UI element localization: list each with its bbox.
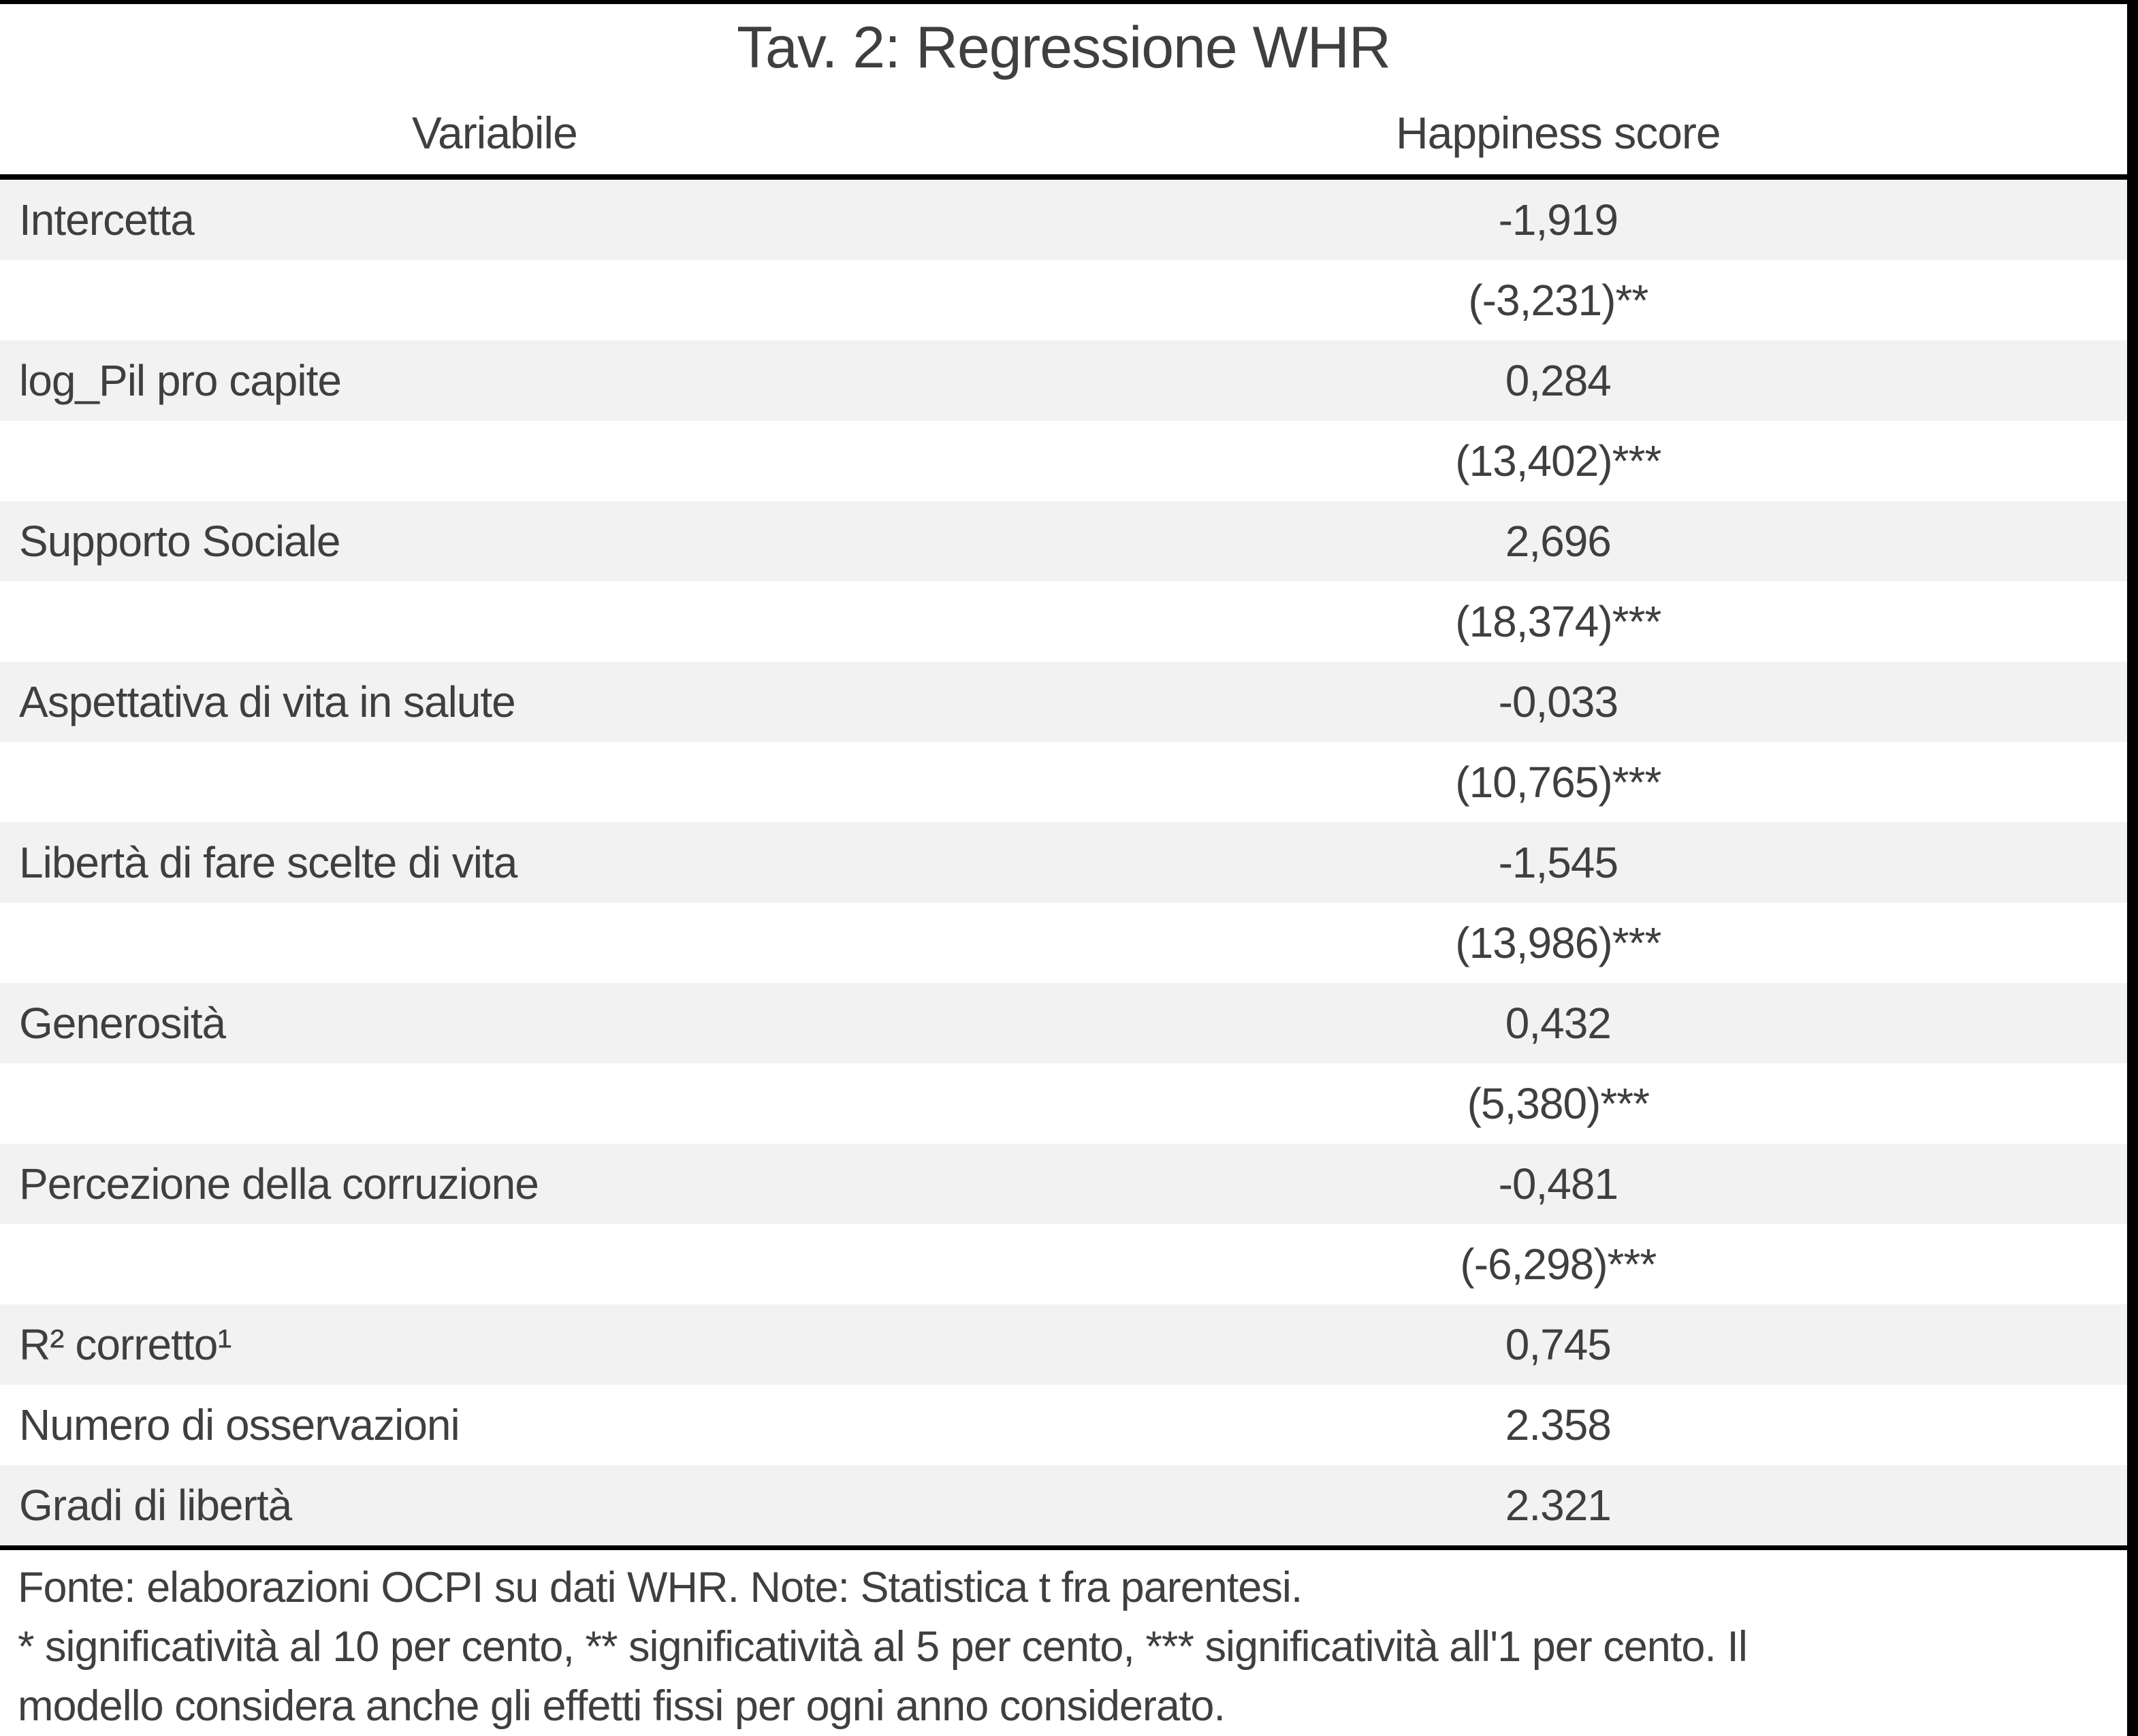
table-title: Tav. 2: Regressione WHR [737,14,1391,80]
footnote-line: Fonte: elaborazioni OCPI su dati WHR. No… [18,1564,1303,1611]
row-variable-label: R² corretto¹ [19,1320,232,1369]
table-row: R² corretto¹ 0,745 [0,1304,2127,1385]
table-row: (13,402)*** [0,421,2127,501]
table-row: (-6,298)*** [0,1224,2127,1304]
table-row: (13,986)*** [0,903,2127,983]
row-variable-label: Numero di osservazioni [19,1400,460,1449]
column-header-happiness-score: Happiness score [1396,108,1721,158]
column-header-variable: Variabile [411,108,578,158]
row-value: -1,545 [1498,838,1618,887]
row-value: (13,986)*** [1455,918,1661,967]
row-value: 0,284 [1505,356,1612,405]
row-value: (10,765)*** [1455,758,1661,807]
row-variable-label: Supporto Sociale [19,517,340,566]
table-row: Intercetta -1,919 [0,180,2127,260]
table-body: Intercetta -1,919 (-3,231)** log_Pil pro ca… [0,180,2127,1550]
row-variable-label: Libertà di fare scelte di vita [19,838,517,887]
footnote-line: * significatività al 10 per cento, ** si… [18,1623,1748,1671]
row-variable-label: Intercetta [19,195,195,244]
table-row: Libertà di fare scelte di vita -1,545 [0,822,2127,903]
table-row: (18,374)*** [0,581,2127,662]
table-footnotes: Fonte: elaborazioni OCPI su dati WHR. No… [0,1550,2127,1736]
table-row: Percezione della corruzione -0,481 [0,1144,2127,1224]
row-variable-label: Generosità [19,999,226,1048]
row-value: 0,432 [1505,999,1612,1048]
row-variable-label: Percezione della corruzione [19,1159,539,1208]
table-row: log_Pil pro capite 0,284 [0,340,2127,421]
row-value: 2,696 [1505,517,1612,566]
row-value: -1,919 [1498,195,1618,244]
table-row: Numero di osservazioni 2.358 [0,1385,2127,1465]
row-variable-label: Gradi di libertà [19,1481,292,1530]
table-header-row: Variabile Happiness score [0,91,2127,180]
table-row: Gradi di libertà 2.321 [0,1465,2127,1545]
row-value: (-6,298)*** [1460,1240,1657,1289]
table-row: (10,765)*** [0,742,2127,822]
table-row: Generosità 0,432 [0,983,2127,1063]
row-value: -0,481 [1498,1159,1618,1208]
table-row: (-3,231)** [0,260,2127,340]
row-value: (-3,231)** [1468,276,1648,325]
row-value: (18,374)*** [1455,597,1661,646]
footnote-line: modello considera anche gli effetti fiss… [18,1682,1226,1730]
row-value: (13,402)*** [1455,436,1661,485]
row-value: 2.358 [1505,1400,1612,1449]
row-variable-label: Aspettativa di vita in salute [19,677,516,726]
table-row: (5,380)*** [0,1063,2127,1144]
table-row: Supporto Sociale 2,696 [0,501,2127,581]
table-row: Aspettativa di vita in salute -0,033 [0,662,2127,742]
row-value: 0,745 [1505,1320,1612,1369]
row-value: -0,033 [1498,677,1618,726]
row-variable-label: log_Pil pro capite [19,356,342,405]
row-value: (5,380)*** [1467,1079,1650,1128]
row-value: 2.321 [1505,1481,1612,1530]
